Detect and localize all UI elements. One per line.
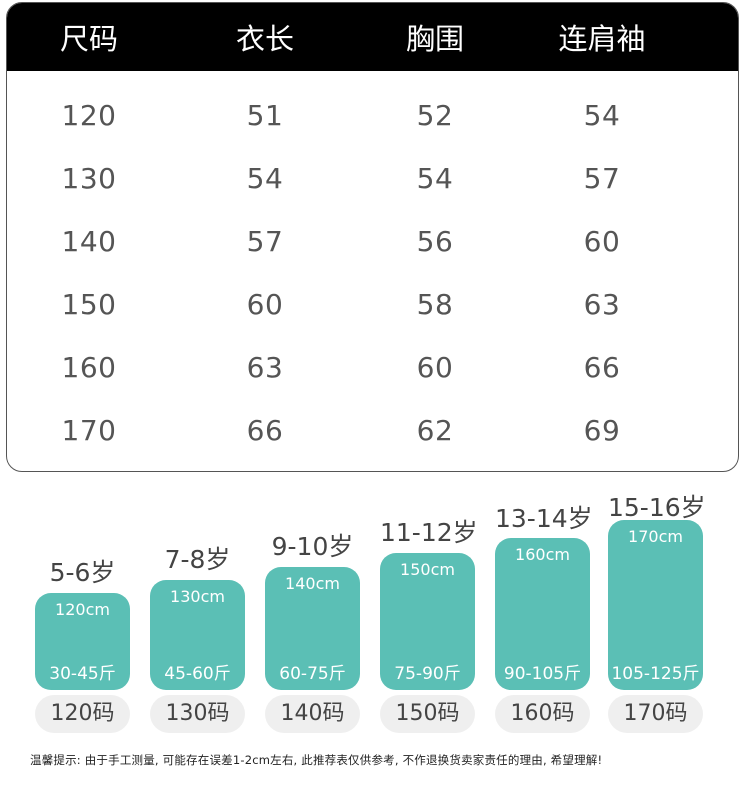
height-bar: 120cm 30-45斤 xyxy=(35,593,130,690)
cell-chest: 60 xyxy=(416,351,454,384)
cell-chest: 56 xyxy=(416,225,454,258)
height-bar: 170cm 105-125斤 xyxy=(608,520,703,690)
table-row: 170 66 62 69 xyxy=(7,414,738,454)
header-size: 尺码 xyxy=(59,22,119,56)
cell-sleeve: 69 xyxy=(583,414,621,447)
age-label: 11-12岁 xyxy=(380,518,478,547)
cell-length: 63 xyxy=(246,351,284,384)
size-table: 尺码 衣长 胸围 连肩袖 120 51 52 54 130 54 54 57 1… xyxy=(6,2,739,472)
size-pill: 130码 xyxy=(150,695,245,733)
table-row: 140 57 56 60 xyxy=(7,225,738,265)
weight-label: 30-45斤 xyxy=(49,664,116,684)
cell-size: 120 xyxy=(61,99,117,132)
cell-length: 57 xyxy=(246,225,284,258)
cell-sleeve: 57 xyxy=(583,162,621,195)
header-chest: 胸围 xyxy=(405,22,465,56)
cell-length: 60 xyxy=(246,288,284,321)
weight-label: 75-90斤 xyxy=(394,664,461,684)
weight-label: 90-105斤 xyxy=(503,664,582,684)
weight-label: 60-75斤 xyxy=(279,664,346,684)
header-length: 衣长 xyxy=(235,22,295,56)
cell-chest: 58 xyxy=(416,288,454,321)
height-label: 130cm xyxy=(170,587,225,606)
cell-length: 51 xyxy=(246,99,284,132)
table-row: 120 51 52 54 xyxy=(7,99,738,139)
height-label: 170cm xyxy=(628,527,683,546)
cell-length: 66 xyxy=(246,414,284,447)
disclaimer-note: 温馨提示: 由于手工测量, 可能存在误差1-2cm左右, 此推荐表仅供参考, 不… xyxy=(30,753,603,767)
cell-length: 54 xyxy=(246,162,284,195)
header-sleeve: 连肩袖 xyxy=(558,22,646,56)
table-header: 尺码 衣长 胸围 连肩袖 xyxy=(7,3,738,71)
table-row: 130 54 54 57 xyxy=(7,162,738,202)
cell-chest: 54 xyxy=(416,162,454,195)
height-label: 150cm xyxy=(400,560,455,579)
height-label: 140cm xyxy=(285,574,340,593)
age-label: 7-8岁 xyxy=(164,545,231,574)
size-pill: 150码 xyxy=(380,695,475,733)
table-row: 150 60 58 63 xyxy=(7,288,738,328)
size-pill: 160码 xyxy=(495,695,590,733)
height-label: 160cm xyxy=(515,545,570,564)
size-pill: 120码 xyxy=(35,695,130,733)
cell-sleeve: 54 xyxy=(583,99,621,132)
height-bar: 140cm 60-75斤 xyxy=(265,567,360,690)
cell-chest: 52 xyxy=(416,99,454,132)
cell-sleeve: 60 xyxy=(583,225,621,258)
age-label: 5-6岁 xyxy=(49,558,116,587)
cell-sleeve: 63 xyxy=(583,288,621,321)
height-label: 120cm xyxy=(55,600,110,619)
cell-size: 140 xyxy=(61,225,117,258)
cell-size: 130 xyxy=(61,162,117,195)
age-label: 13-14岁 xyxy=(495,504,593,533)
height-bar: 160cm 90-105斤 xyxy=(495,538,590,690)
height-bar: 130cm 45-60斤 xyxy=(150,580,245,690)
cell-chest: 62 xyxy=(416,414,454,447)
age-label: 15-16岁 xyxy=(608,493,706,522)
age-label: 9-10岁 xyxy=(271,532,354,561)
height-bar: 150cm 75-90斤 xyxy=(380,553,475,690)
weight-label: 105-125斤 xyxy=(611,664,700,684)
cell-size: 160 xyxy=(61,351,117,384)
table-row: 160 63 60 66 xyxy=(7,351,738,391)
weight-label: 45-60斤 xyxy=(164,664,231,684)
size-pill: 140码 xyxy=(265,695,360,733)
cell-size: 170 xyxy=(61,414,117,447)
cell-sleeve: 66 xyxy=(583,351,621,384)
size-pill: 170码 xyxy=(608,695,703,733)
cell-size: 150 xyxy=(61,288,117,321)
